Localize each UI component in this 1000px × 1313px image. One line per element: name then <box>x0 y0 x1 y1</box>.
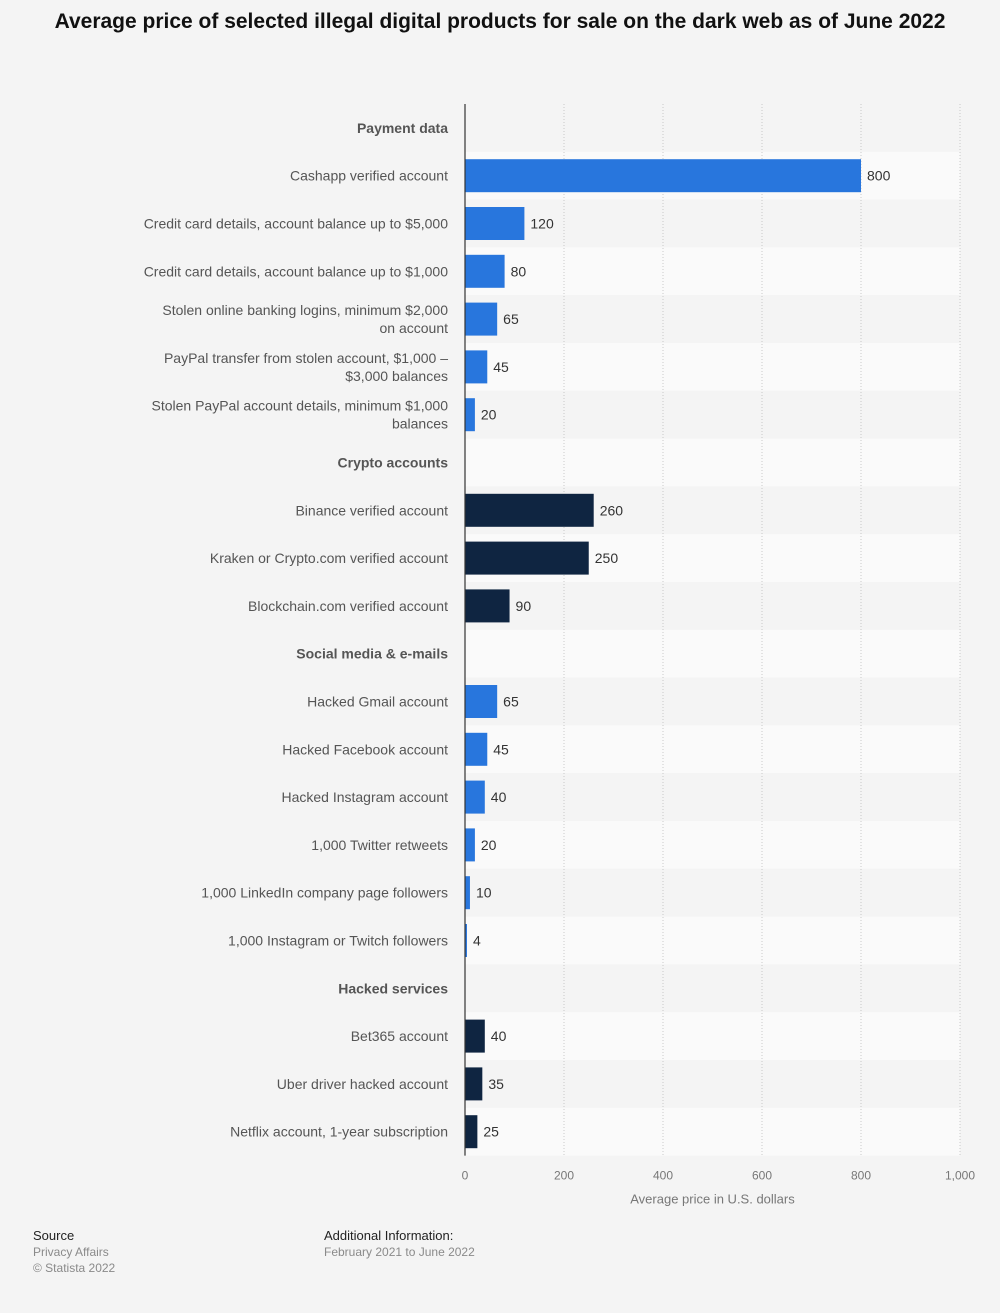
additional-info-heading: Additional Information: <box>324 1228 454 1243</box>
row-band <box>465 1012 960 1060</box>
category-label-blockchain-com-verified-account: Blockchain.com verified account <box>248 598 448 614</box>
bar-credit-card-details-account-balance-up-to-1-000[interactable] <box>465 254 505 288</box>
row-band <box>465 773 960 821</box>
bar-paypal-transfer-from-stolen-account-1-000-3-000-balances[interactable] <box>465 350 488 384</box>
category-label-hacked-facebook-account: Hacked Facebook account <box>282 741 448 757</box>
category-label-binance-verified-account: Binance verified account <box>295 502 448 518</box>
bar-hacked-facebook-account[interactable] <box>465 732 488 766</box>
value-label-credit-card-details-account-balance-up-to-5-000: 120 <box>530 216 554 232</box>
category-label-stolen-paypal-account-details-minimum-1-000-balances: Stolen PayPal account details, minimum $… <box>152 398 449 432</box>
row-band <box>465 199 960 248</box>
value-label-stolen-paypal-account-details-minimum-1-000-balances: 20 <box>481 407 497 423</box>
x-tick-label: 800 <box>851 1169 871 1183</box>
x-axis-title: Average price in U.S. dollars <box>630 1192 795 1207</box>
category-label-credit-card-details-account-balance-up-to-5-000: Credit card details, account balance up … <box>144 216 449 232</box>
row-band <box>465 916 960 965</box>
category-label-cashapp-verified-account: Cashapp verified account <box>290 168 448 184</box>
value-label-hacked-facebook-account: 45 <box>493 741 509 757</box>
source-heading: Source <box>33 1228 75 1243</box>
category-label-hacked-instagram-account: Hacked Instagram account <box>281 789 448 805</box>
category-label-1-000-instagram-or-twitch-followers: 1,000 Instagram or Twitch followers <box>228 933 448 949</box>
group-header-hacked-services: Hacked services <box>338 980 448 996</box>
value-label-1-000-twitter-retweets: 20 <box>481 837 497 853</box>
group-header-social-media-e-mails: Social media & e-mails <box>296 646 448 662</box>
x-tick-label: 400 <box>653 1169 673 1183</box>
value-label-hacked-gmail-account: 65 <box>503 694 519 710</box>
category-label-1-000-linkedin-company-page-followers: 1,000 LinkedIn company page followers <box>201 885 448 901</box>
category-label-credit-card-details-account-balance-up-to-1-000: Credit card details, account balance up … <box>144 263 449 279</box>
row-band <box>465 677 960 726</box>
category-label-netflix-account-1-year-subscription: Netflix account, 1-year subscription <box>230 1124 448 1140</box>
copyright: © Statista 2022 <box>33 1261 116 1275</box>
bar-1-000-linkedin-company-page-followers[interactable] <box>465 876 470 910</box>
row-band <box>465 964 960 1013</box>
chart-title: Average price of selected illegal digita… <box>54 10 946 33</box>
source-block: Source Privacy Affairs © Statista 2022 <box>33 1228 115 1276</box>
value-label-stolen-online-banking-logins-minimum-2-000-on-account: 65 <box>503 311 519 327</box>
bar-stolen-paypal-account-details-minimum-1-000-balances[interactable] <box>465 398 475 432</box>
bar-stolen-online-banking-logins-minimum-2-000-on-account[interactable] <box>465 302 498 336</box>
value-label-bet365-account: 40 <box>491 1028 507 1044</box>
bar-bet365-account[interactable] <box>465 1019 485 1053</box>
group-header-crypto-accounts: Crypto accounts <box>338 455 449 471</box>
row-band <box>465 343 960 391</box>
bar-credit-card-details-account-balance-up-to-5-000[interactable] <box>465 207 525 240</box>
value-label-netflix-account-1-year-subscription: 25 <box>483 1124 499 1140</box>
category-label-bet365-account: Bet365 account <box>351 1028 448 1044</box>
category-label-1-000-twitter-retweets: 1,000 Twitter retweets <box>311 837 448 853</box>
row-band <box>465 1060 960 1108</box>
value-label-binance-verified-account: 260 <box>600 502 624 518</box>
row-band <box>465 295 960 343</box>
row-band <box>465 629 960 678</box>
value-label-uber-driver-hacked-account: 35 <box>488 1076 504 1092</box>
value-label-1-000-instagram-or-twitch-followers: 4 <box>473 933 481 949</box>
x-tick-label: 1,000 <box>945 1169 975 1183</box>
bar-uber-driver-hacked-account[interactable] <box>465 1067 483 1101</box>
row-band <box>465 390 960 439</box>
category-label-kraken-or-crypto-com-verified-account: Kraken or Crypto.com verified account <box>210 550 448 566</box>
source-name[interactable]: Privacy Affairs <box>33 1245 109 1259</box>
category-label-paypal-transfer-from-stolen-account-1-000-3-000-balances: PayPal transfer from stolen account, $1,… <box>164 350 448 384</box>
bar-1-000-instagram-or-twitch-followers[interactable] <box>465 924 467 957</box>
value-label-cashapp-verified-account: 800 <box>867 168 891 184</box>
row-band <box>465 438 960 487</box>
row-band <box>465 104 960 152</box>
value-label-1-000-linkedin-company-page-followers: 10 <box>476 885 492 901</box>
bar-hacked-instagram-account[interactable] <box>465 780 485 814</box>
row-band <box>465 1107 960 1156</box>
row-band <box>465 821 960 869</box>
group-header-payment-data: Payment data <box>357 120 448 136</box>
x-tick-label: 600 <box>752 1169 772 1183</box>
bar-kraken-or-crypto-com-verified-account[interactable] <box>465 541 589 575</box>
bar-netflix-account-1-year-subscription[interactable] <box>465 1115 478 1149</box>
bar-1-000-twitter-retweets[interactable] <box>465 828 475 862</box>
value-label-blockchain-com-verified-account: 90 <box>516 598 532 614</box>
additional-info-text: February 2021 to June 2022 <box>324 1245 475 1259</box>
row-band <box>465 582 960 630</box>
row-band <box>465 247 960 296</box>
category-label-stolen-online-banking-logins-minimum-2-000-on-account: Stolen online banking logins, minimum $2… <box>162 302 448 336</box>
value-label-credit-card-details-account-balance-up-to-1-000: 80 <box>511 263 527 279</box>
x-tick-label: 0 <box>462 1169 469 1183</box>
value-label-hacked-instagram-account: 40 <box>491 789 507 805</box>
value-label-kraken-or-crypto-com-verified-account: 250 <box>595 550 619 566</box>
additional-info-block: Additional Information: February 2021 to… <box>324 1228 475 1260</box>
bar-blockchain-com-verified-account[interactable] <box>465 589 510 623</box>
bar-cashapp-verified-account[interactable] <box>465 159 861 193</box>
row-band <box>465 725 960 774</box>
row-band <box>465 868 960 917</box>
value-label-paypal-transfer-from-stolen-account-1-000-3-000-balances: 45 <box>493 359 509 375</box>
category-label-uber-driver-hacked-account: Uber driver hacked account <box>277 1076 448 1092</box>
bar-hacked-gmail-account[interactable] <box>465 685 498 718</box>
x-tick-label: 200 <box>554 1169 574 1183</box>
bar-binance-verified-account[interactable] <box>465 493 594 527</box>
category-label-hacked-gmail-account: Hacked Gmail account <box>307 694 448 710</box>
